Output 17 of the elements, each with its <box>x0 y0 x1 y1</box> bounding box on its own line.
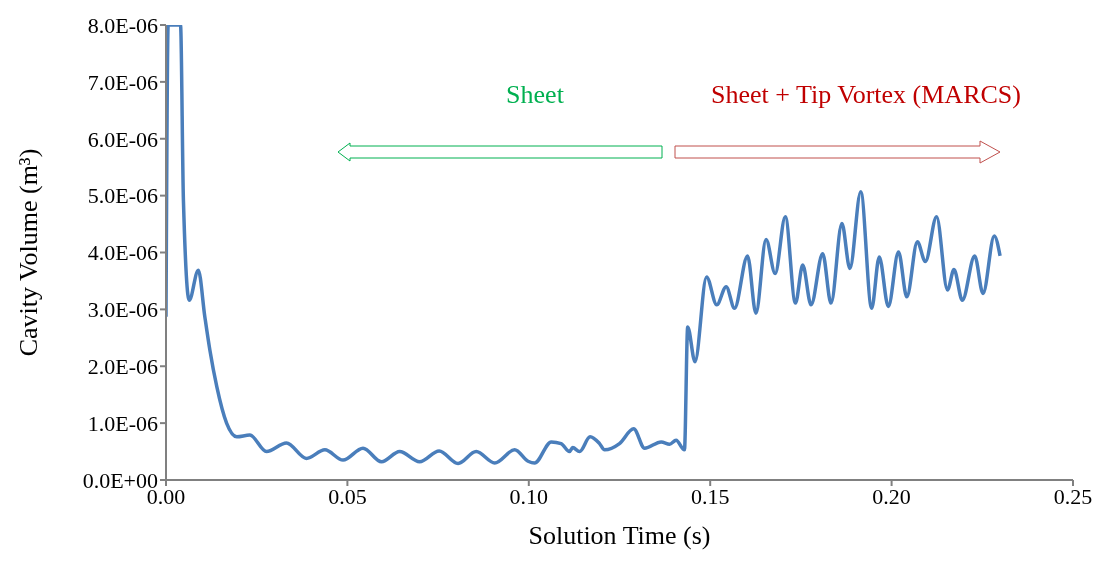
y-tick-label: 5.0E-06 <box>87 183 158 209</box>
x-tick-label: 0.10 <box>509 483 549 509</box>
y-tick-label: 3.0E-06 <box>87 297 158 323</box>
y-axis-title: Cavity Volume (m³) <box>14 148 44 357</box>
y-tick-label: 6.0E-06 <box>87 126 158 152</box>
x-tick-label: 0.20 <box>872 483 911 509</box>
y-tick-label: 8.0E-06 <box>87 12 158 38</box>
y-tick-label: 2.0E-06 <box>87 354 158 380</box>
y-tick-label: 1.0E-06 <box>87 410 158 436</box>
x-tick-label: 0.05 <box>328 483 367 509</box>
y-tick-label: 4.0E-06 <box>87 240 158 266</box>
y-tick-label: 7.0E-06 <box>87 69 158 95</box>
annotation: Sheet + Tip Vortex (MARCS) <box>711 80 1021 110</box>
x-axis-title: Solution Time (s) <box>528 521 711 550</box>
x-tick-label: 0.15 <box>690 483 730 509</box>
annotation: Sheet <box>506 80 564 110</box>
x-tick-label: 0.25 <box>1053 483 1093 509</box>
